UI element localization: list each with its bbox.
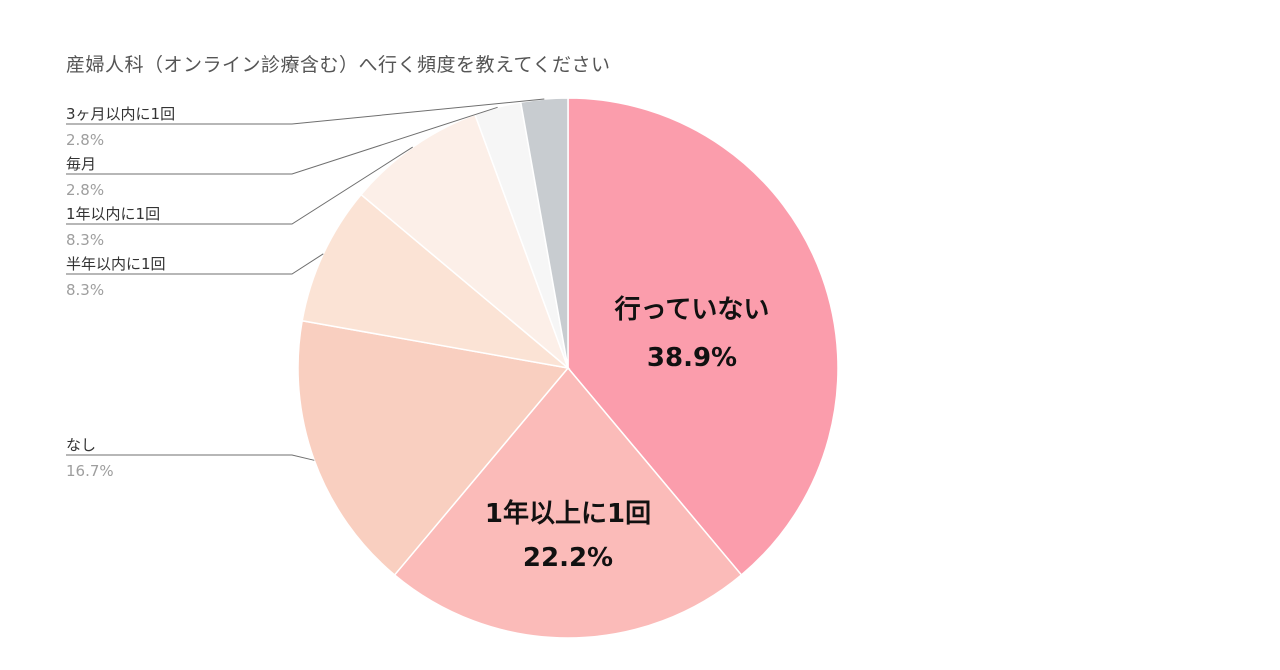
slice-label: 3ヶ月以内に1回: [66, 105, 175, 123]
leader-lines: [66, 98, 545, 461]
slice-label: 行っていない: [614, 294, 770, 325]
slice-label: 半年以内に1回: [66, 255, 166, 273]
slice-label: なし: [66, 436, 96, 454]
leader-line: [66, 98, 545, 125]
slice-label: 1年以内に1回: [66, 205, 160, 223]
slice-labels: 行っていない 38.9% 1年以上に1回 22.2% なし 16.7% 半年以内に1回 8.3…: [66, 105, 769, 573]
chart-title: 産婦人科（オンライン診療含む）へ行く頻度を教えてください: [66, 54, 611, 76]
slice-value-label: 8.3%: [66, 231, 104, 249]
slice-label: 1年以上に1回: [485, 498, 651, 529]
slice-value-label: 22.2%: [523, 543, 613, 573]
slice-value-label: 16.7%: [66, 462, 114, 480]
pie-slice: [301, 193, 571, 370]
leader-line: [66, 454, 315, 461]
slice-value-label: 2.8%: [66, 181, 104, 199]
pie-slice: [567, 97, 839, 577]
slice-value-label: 38.9%: [647, 343, 737, 373]
pie-slice: [297, 319, 570, 577]
slice-label: 毎月: [66, 155, 96, 173]
leader-line: [66, 253, 324, 275]
slice-value-label: 2.8%: [66, 131, 104, 149]
leader-line: [66, 106, 498, 175]
leader-line: [66, 146, 413, 225]
slice-value-label: 8.3%: [66, 281, 104, 299]
pie-slice: [393, 366, 743, 639]
